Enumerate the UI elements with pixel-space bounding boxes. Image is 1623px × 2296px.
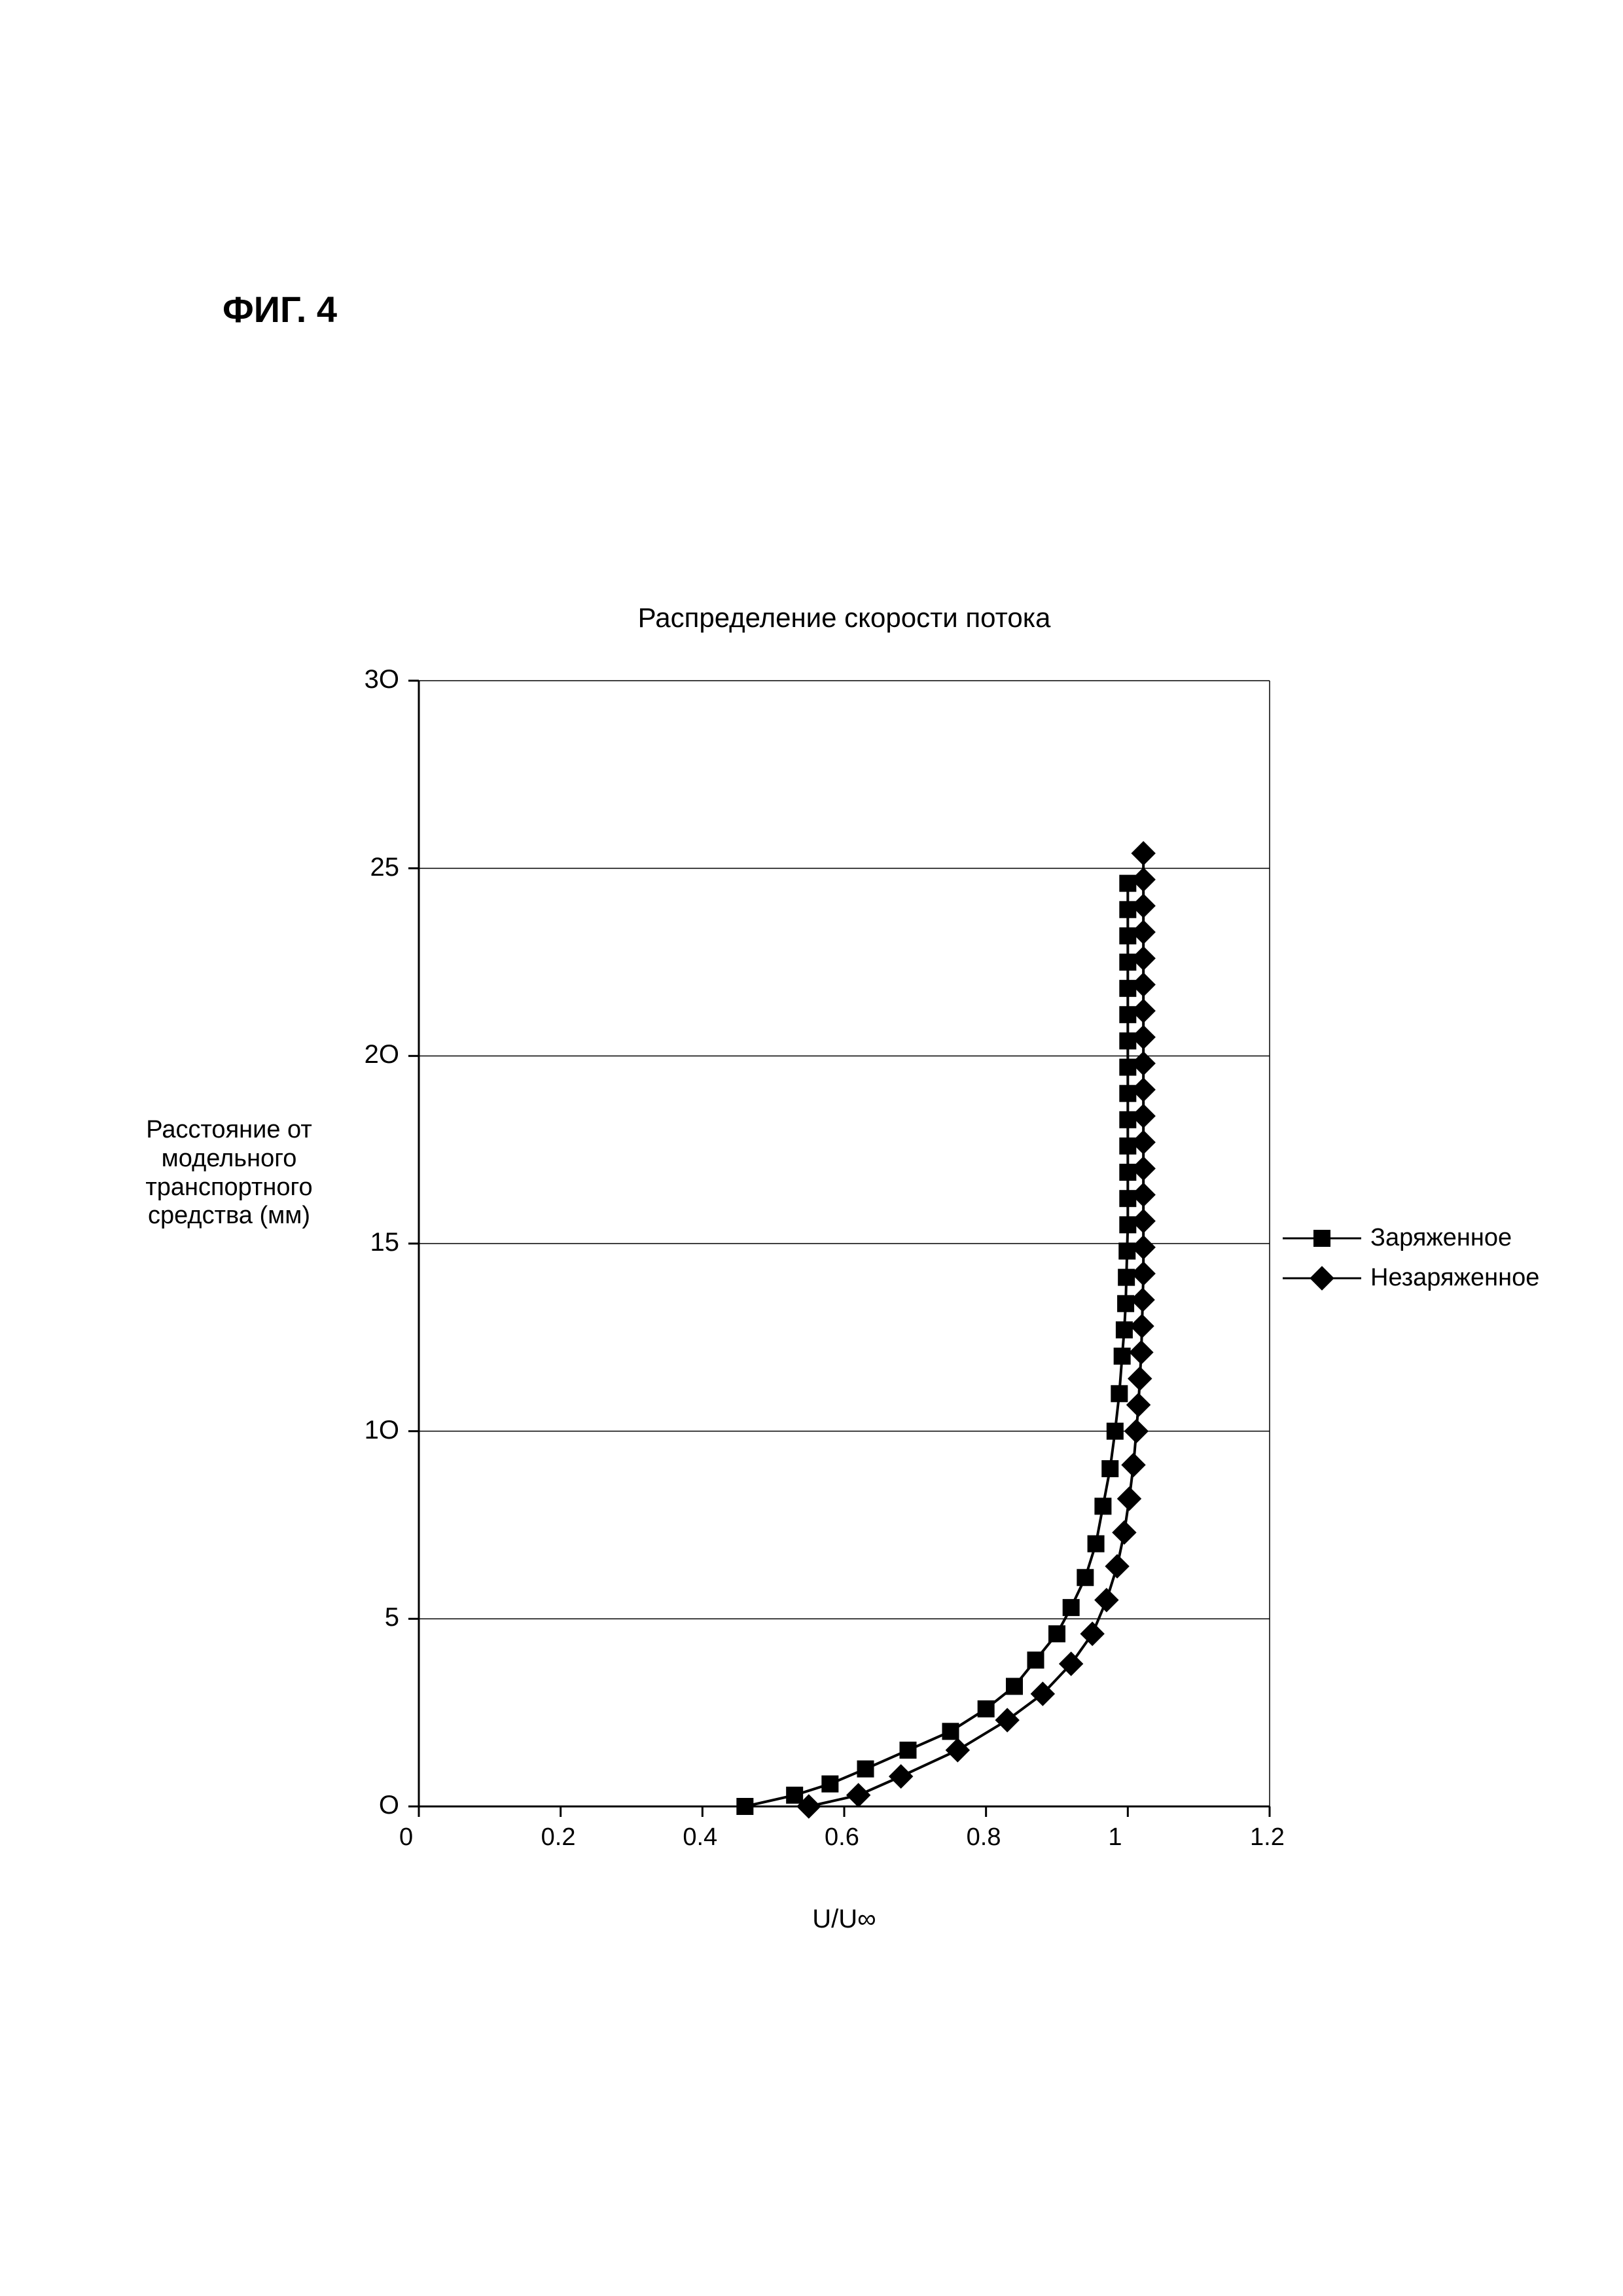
x-tick-label: 1 — [1108, 1823, 1122, 1852]
y-tick-label: 1O — [365, 1416, 399, 1445]
page: ФИГ. 4 Распределение скорости потока Рас… — [0, 0, 1623, 2296]
x-tick-label: 0.2 — [541, 1823, 576, 1852]
x-tick-label: 1.2 — [1250, 1823, 1285, 1852]
x-tick-label: 0.6 — [825, 1823, 859, 1852]
y-tick-label: 15 — [370, 1228, 400, 1257]
y-tick-label: 5 — [385, 1603, 399, 1632]
y-tick-label: 2O — [365, 1040, 399, 1069]
legend-swatch — [1283, 1225, 1361, 1251]
flow-velocity-chart — [0, 0, 1623, 2296]
y-tick-label: O — [379, 1791, 399, 1820]
x-tick-label: 0 — [399, 1823, 413, 1852]
x-tick-label: 0.4 — [683, 1823, 717, 1852]
y-tick-label: 25 — [370, 853, 400, 882]
legend-swatch — [1283, 1265, 1361, 1291]
legend-item: Незаряженное — [1283, 1264, 1539, 1292]
legend-label: Заряженное — [1370, 1224, 1512, 1252]
chart-legend: Заряженное Незаряженное — [1283, 1224, 1539, 1304]
y-tick-label: 3O — [365, 665, 399, 694]
legend-label: Незаряженное — [1370, 1264, 1539, 1292]
x-tick-label: 0.8 — [967, 1823, 1001, 1852]
legend-item: Заряженное — [1283, 1224, 1539, 1252]
